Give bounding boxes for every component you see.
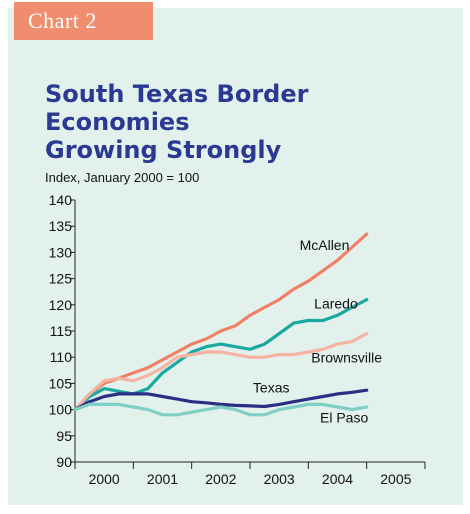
x-tick-label: 2004 <box>322 471 353 487</box>
y-tick-label: 105 <box>49 375 73 391</box>
x-tick-label: 2003 <box>264 471 295 487</box>
y-tick-label: 125 <box>49 271 73 287</box>
y-tick-label: 115 <box>50 323 73 339</box>
series-line-el-paso <box>73 402 369 417</box>
chart-title-line-2: Growing Strongly <box>45 136 282 164</box>
y-tick-label: 90 <box>56 454 72 470</box>
y-tick-label: 110 <box>50 349 73 365</box>
series-label-brownsville: Brownsville <box>311 349 382 365</box>
series-line-mcallen <box>73 232 369 412</box>
y-tick-label: 140 <box>49 192 73 208</box>
x-tick-label: 2002 <box>205 471 236 487</box>
series-lines <box>73 232 369 417</box>
y-axis-label: Index, January 2000 = 100 <box>45 170 200 185</box>
series-labels: McAllen Laredo Brownsville Texas El Paso <box>253 237 382 426</box>
x-tick-label: 2001 <box>147 471 178 487</box>
series-label-laredo: Laredo <box>314 295 358 311</box>
chart-panel <box>8 8 463 505</box>
chart-title: South Texas Border Economies Growing Str… <box>45 80 445 164</box>
series-label-texas: Texas <box>253 379 290 395</box>
y-tick-label: 100 <box>49 402 73 418</box>
chart-title-line-1: South Texas Border Economies <box>45 80 309 136</box>
x-tick-label: 2005 <box>380 471 411 487</box>
series-label-mcallen: McAllen <box>300 237 350 253</box>
y-tick-label: 135 <box>49 218 73 234</box>
y-tick-label: 120 <box>49 297 73 313</box>
series-line-texas <box>73 388 369 412</box>
series-line-laredo <box>73 298 369 412</box>
chart-number-badge: Chart 2 <box>14 2 153 40</box>
series-line-brownsville <box>73 332 369 412</box>
y-tick-label: 95 <box>56 428 72 444</box>
x-tick-label: 2000 <box>89 471 120 487</box>
y-tick-label: 130 <box>49 244 73 260</box>
series-label-el-paso: El Paso <box>320 410 368 426</box>
chart-axes: 90 95 100 105 110 115 120 125 130 135 140 2000 2001 2… <box>49 192 426 487</box>
